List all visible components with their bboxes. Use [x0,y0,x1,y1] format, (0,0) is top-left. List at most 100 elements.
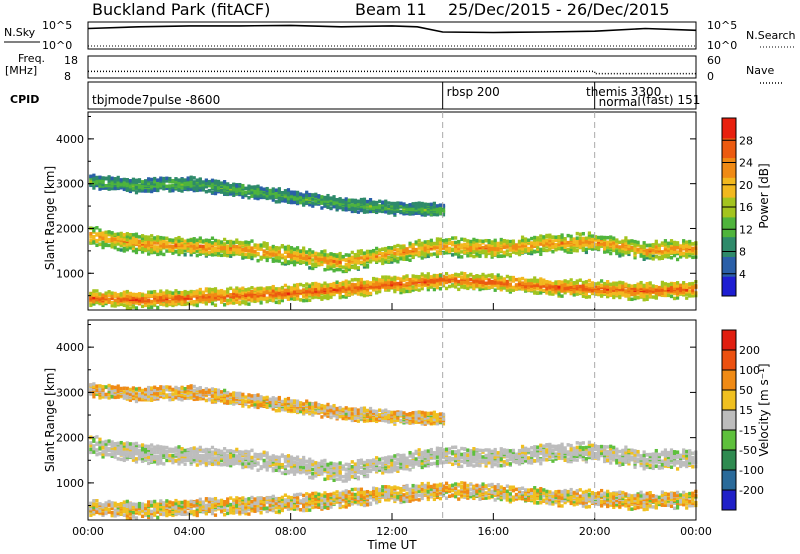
power-pixel [156,182,160,186]
power-pixel [466,274,470,278]
power-pixel [627,252,631,257]
power-pixel [131,236,136,241]
nave-tick-top: 60 [707,54,721,67]
power-pixel [198,296,202,301]
power-pixel [128,241,132,245]
power-pixel [393,288,397,292]
velocity-pixel [201,394,205,399]
power-pixel [344,295,348,299]
power-pixel [277,250,281,254]
power-pixel [365,249,370,254]
power-pixel [113,183,117,188]
power-pixel [533,291,537,295]
power-colorbar-label: Power [dB] [757,163,771,228]
power-pixel [253,194,257,198]
power-pixel [365,253,370,257]
power-pixel [98,179,102,183]
power-pixel [663,282,668,286]
power-pixel [350,278,354,282]
power-pixel [682,244,686,249]
power-pixel [177,250,181,254]
power-pixel [147,188,151,192]
power-pixel [223,253,227,257]
power-pixel [162,241,166,245]
power-pixel [311,262,315,266]
power-pixel [320,201,324,205]
power-pixel [420,272,424,276]
power-pixel [691,294,695,298]
power-pixel [241,183,245,188]
power-pixel [89,292,93,296]
power-pixel [387,245,391,250]
power-pixel [241,241,245,245]
power-pixel [359,200,364,204]
power-pixel [408,206,412,211]
power-pixel [393,285,397,289]
power-pixel [371,202,376,206]
power-pixel [384,279,388,284]
power-pixel [292,283,297,288]
power-pixel [137,183,142,188]
power-pixel [405,274,409,278]
power-pixel [633,251,637,255]
power-pixel [688,293,692,298]
power-pixel [387,250,391,255]
power-pixel [384,277,388,282]
power-pixel [621,281,625,285]
power-pixel [177,181,181,186]
velocity-pixel [128,395,132,400]
power-pixel [603,235,607,240]
power-pixel [171,303,175,308]
power-pixel [308,284,312,289]
power-pixel [320,195,324,199]
power-pixel [125,234,129,239]
power-pixel [472,275,476,280]
power-pixel [140,293,145,297]
power-pixel [226,301,230,306]
power-pixel [204,181,208,186]
velocity-pixel [131,386,136,390]
power-pixel [153,300,157,305]
power-pixel [271,198,275,202]
power-pixel [390,246,394,250]
power-pixel [651,243,655,247]
power-pixel [192,246,196,250]
power-pixel [235,238,239,242]
power-pixel [92,186,96,190]
power-pixel [286,249,291,254]
power-pixel [420,277,424,282]
power-pixel [302,290,306,294]
velocity-pixel [153,388,157,393]
power-pixel [381,261,385,266]
power-pixel [685,283,689,287]
power-pixel [335,267,339,272]
power-pixel [435,285,440,290]
power-pixel [621,249,625,254]
power-pixel [399,280,403,285]
power-pixel [323,195,327,200]
power-pixel [375,287,379,291]
velocity-pixel [201,391,205,395]
power-pixel [463,279,467,284]
power-pixel [402,248,406,252]
power-pixel [89,231,93,236]
power-pixel [311,204,315,208]
power-pixel [566,289,570,293]
power-pixel [174,249,178,254]
power-pixel [344,279,348,283]
power-pixel [338,256,342,260]
power-pixel [362,293,367,298]
power-pixel [159,295,163,299]
power-pixel [308,298,312,302]
power-pixel [122,297,126,301]
power-pixel [520,247,525,251]
power-pixel [143,180,148,185]
power-pixel [575,289,579,293]
power-pixel [338,281,342,286]
power-pixel [475,238,479,243]
power-pixel [259,289,263,294]
power-pixel [174,182,178,186]
velocity-pixel [110,388,114,392]
power-pixel [481,286,485,291]
power-pixel [107,297,111,302]
